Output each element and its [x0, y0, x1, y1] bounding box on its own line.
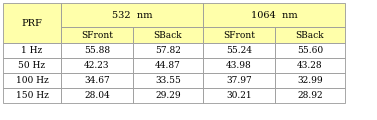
- Bar: [203, 3, 345, 27]
- Text: 33.55: 33.55: [155, 76, 181, 85]
- Text: 42.23: 42.23: [84, 61, 110, 70]
- Text: 55.24: 55.24: [226, 46, 252, 55]
- Text: 28.92: 28.92: [297, 91, 323, 100]
- Bar: [133, 43, 203, 58]
- Text: 55.60: 55.60: [297, 46, 323, 55]
- Text: SFront: SFront: [81, 30, 113, 39]
- Bar: [133, 73, 203, 88]
- Text: 28.04: 28.04: [84, 91, 110, 100]
- Text: 29.29: 29.29: [155, 91, 181, 100]
- Bar: [275, 58, 345, 73]
- Text: PRF: PRF: [21, 18, 43, 27]
- Bar: [203, 73, 275, 88]
- Text: 34.67: 34.67: [84, 76, 110, 85]
- Bar: [61, 73, 133, 88]
- Bar: [61, 43, 133, 58]
- Text: SBack: SBack: [154, 30, 182, 39]
- Text: 532  nm: 532 nm: [112, 11, 152, 19]
- Bar: [3, 73, 61, 88]
- Text: 55.88: 55.88: [84, 46, 110, 55]
- Bar: [133, 27, 203, 43]
- Text: SBack: SBack: [296, 30, 324, 39]
- Bar: [61, 27, 133, 43]
- Text: 57.82: 57.82: [155, 46, 181, 55]
- Bar: [61, 88, 133, 103]
- Text: 100 Hz: 100 Hz: [15, 76, 48, 85]
- Text: 37.97: 37.97: [226, 76, 252, 85]
- Bar: [61, 3, 203, 27]
- Text: 1064  nm: 1064 nm: [251, 11, 297, 19]
- Bar: [203, 58, 275, 73]
- Bar: [275, 88, 345, 103]
- Bar: [133, 88, 203, 103]
- Bar: [3, 3, 61, 43]
- Text: 43.98: 43.98: [226, 61, 252, 70]
- Text: 1 Hz: 1 Hz: [21, 46, 43, 55]
- Bar: [275, 73, 345, 88]
- Bar: [203, 88, 275, 103]
- Bar: [275, 27, 345, 43]
- Text: 30.21: 30.21: [226, 91, 252, 100]
- Bar: [3, 43, 61, 58]
- Text: 50 Hz: 50 Hz: [18, 61, 46, 70]
- Bar: [133, 58, 203, 73]
- Bar: [3, 88, 61, 103]
- Text: SFront: SFront: [223, 30, 255, 39]
- Text: 32.99: 32.99: [297, 76, 323, 85]
- Bar: [275, 43, 345, 58]
- Bar: [3, 58, 61, 73]
- Text: 44.87: 44.87: [155, 61, 181, 70]
- Bar: [203, 43, 275, 58]
- Bar: [61, 58, 133, 73]
- Text: 43.28: 43.28: [297, 61, 323, 70]
- Bar: [203, 27, 275, 43]
- Text: 150 Hz: 150 Hz: [15, 91, 48, 100]
